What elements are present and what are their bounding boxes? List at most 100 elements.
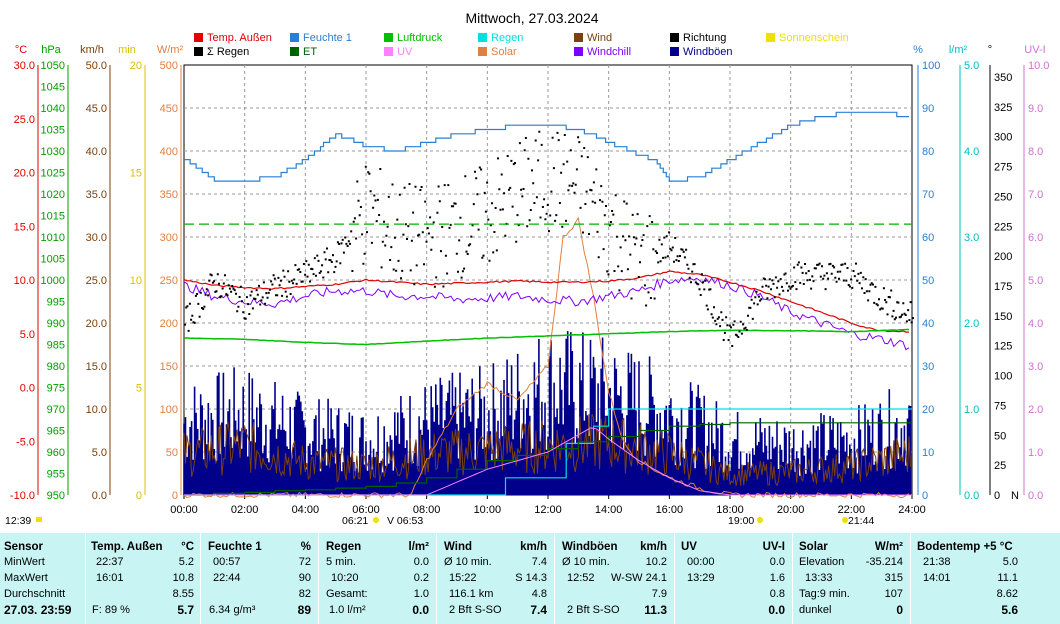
left-axis-tick: 400 (160, 146, 178, 158)
left-axis-tick: 5.0 (20, 329, 35, 341)
x-axis-tick: 16:00 (656, 504, 684, 516)
legend-swatch (290, 47, 299, 56)
rain-header: Regen (326, 541, 362, 553)
right-axis-tick: 10.0 (1028, 60, 1049, 72)
humidity-current-label: 6.34 g/m³ (209, 604, 256, 616)
now-marker: 12:39 (5, 515, 31, 527)
left-axis-tick: 5.0 (92, 447, 107, 459)
temp-max-value: 10.8 (172, 572, 194, 584)
x-axis-tick: 24:00 (898, 504, 926, 516)
humidity-max-time: 22:44 (213, 572, 241, 584)
right-axis-unit: l/m² (949, 44, 968, 56)
legend-swatch (670, 33, 679, 42)
left-axis-tick: 1005 (41, 254, 65, 266)
wind-avg10-label: Ø 10 min. (444, 556, 492, 568)
right-axis-tick: 2.0 (964, 318, 979, 330)
right-axis-unit: % (913, 44, 923, 56)
gust-max-time: 12:52 (567, 572, 595, 584)
uv-min-value: 0.0 (769, 556, 785, 568)
right-axis-tick: 9.0 (1028, 103, 1043, 115)
temp-current-label: F: 89 % (92, 604, 130, 616)
right-axis-tick: 350 (994, 72, 1012, 84)
solar-elevation-label: Elevation (799, 556, 845, 568)
soil-header: Bodentemp +5 °C (917, 541, 1013, 553)
legend-swatch (194, 33, 203, 42)
left-axis-tick: 0.0 (20, 383, 35, 395)
uv-unit: UV-I (762, 541, 785, 553)
wind-header: Wind (444, 541, 472, 553)
x-axis-tick: 18:00 (716, 504, 744, 516)
left-axis-tick: 50 (166, 447, 178, 459)
wind-unit: km/h (520, 541, 547, 553)
chart-legend: Temp. Außen Feuchte 1 Luftdruck Regen Wind Ri… (194, 32, 849, 58)
uv-min-time: 00:00 (687, 556, 715, 568)
legend-label: Windchill (587, 46, 631, 58)
rain-total-value: 1.0 (413, 588, 429, 600)
gust-avg-value: 7.9 (651, 588, 667, 600)
temp-current-value: 5.7 (177, 603, 194, 617)
uv-header: UV (681, 541, 697, 553)
left-axis-unit: hPa (41, 44, 61, 56)
soil-max-time: 14:01 (923, 572, 951, 584)
sunset-icon (757, 517, 763, 523)
left-axis-tick: 15 (130, 168, 142, 180)
series-windboeen (183, 331, 912, 495)
soil-current-value: 5.6 (1001, 603, 1018, 617)
wind-current-value: 7.4 (530, 603, 547, 617)
wind-current-label: 2 Bft S-SO (449, 604, 502, 616)
legend-swatch (670, 47, 679, 56)
gust-current-label: 2 Bft S-SO (567, 604, 620, 616)
temp-section: Temp. Außen °C 22:37 5.2 16:01 10.8 8.55… (85, 533, 200, 624)
right-axis-tick: 25 (994, 460, 1006, 472)
humidity-min-time: 00:57 (213, 556, 241, 568)
left-axis-tick: 350 (160, 189, 178, 201)
right-axis-tick: 2.0 (1028, 404, 1043, 416)
legend-label: Windböen (683, 46, 733, 58)
rain-current-label: 1.0 l/m² (329, 604, 366, 616)
x-axis-tick: 14:00 (595, 504, 623, 516)
right-axis-tick: 6.0 (1028, 232, 1043, 244)
uv-max-value: 1.6 (769, 572, 785, 584)
left-axis-tick: 980 (47, 361, 65, 373)
left-axis-tick: 10.0 (14, 275, 35, 287)
rain-section: Regen l/m² 5 min. 0.0 10:20 0.2 Gesamt: … (318, 533, 436, 624)
left-axis-tick: 25.0 (14, 114, 35, 126)
series-et (184, 422, 912, 496)
x-axis-tick: 00:00 (170, 504, 198, 516)
left-axis-tick: 30.0 (14, 60, 35, 72)
x-axis-tick: 02:00 (231, 504, 259, 516)
uv-max-time: 13:29 (687, 572, 715, 584)
left-axis-tick: 1040 (41, 103, 65, 115)
max-label: MaxWert (4, 572, 48, 584)
left-axis-unit: W/m² (157, 44, 184, 56)
chart-series (183, 111, 914, 499)
x-axis-tick: 22:00 (838, 504, 866, 516)
sensor-header: Sensor (4, 541, 43, 553)
right-axis-tick: 50 (922, 275, 934, 287)
temp-max-time: 16:01 (96, 572, 124, 584)
left-axis-tick: 0 (136, 490, 142, 502)
time-markers: 12:39 06:21 V 06:53 19:00 21:44 (5, 515, 874, 527)
right-axis-tick: 125 (994, 341, 1012, 353)
right-axis-tick: 75 (994, 400, 1006, 412)
right-axis-tick: 200 (994, 251, 1012, 263)
right-axis-tick: 0.0 (1028, 490, 1043, 502)
series-feuchte (184, 111, 909, 182)
left-axis-tick: 1050 (41, 60, 65, 72)
left-axis-unit: km/h (80, 44, 104, 56)
left-axis-tick: 1020 (41, 189, 65, 201)
rain-5min-value: 0.0 (413, 556, 429, 568)
humidity-current-value: 89 (297, 603, 311, 617)
left-axis-tick: 990 (47, 318, 65, 330)
moon-icon (842, 517, 848, 523)
right-axis-tick: 3.0 (964, 232, 979, 244)
legend-swatch (384, 33, 393, 42)
left-axis-tick: 1035 (41, 125, 65, 137)
uv-current-value: 0.0 (768, 603, 785, 617)
gust-section: Windböen km/h Ø 10 min. 10.2 12:52 W-SW … (554, 533, 674, 624)
legend-swatch (574, 33, 583, 42)
solar-current-label: dunkel (799, 604, 832, 616)
solar-unit: W/m² (874, 541, 903, 553)
left-axis-tick: 970 (47, 404, 65, 416)
right-axis-tick: 50 (994, 430, 1006, 442)
